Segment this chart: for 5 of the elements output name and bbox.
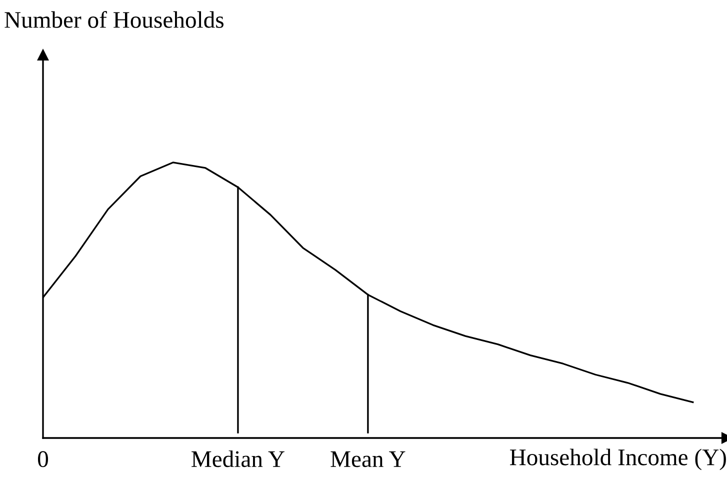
text: Number of Households: [4, 11, 224, 28]
x-tick-label: Median Y: [192, 450, 284, 468]
x-tick-label: Mean Y: [330, 451, 406, 468]
x-axis-title: Household Income (Y): [510, 448, 726, 470]
x-tick-label: 0: [38, 451, 48, 468]
